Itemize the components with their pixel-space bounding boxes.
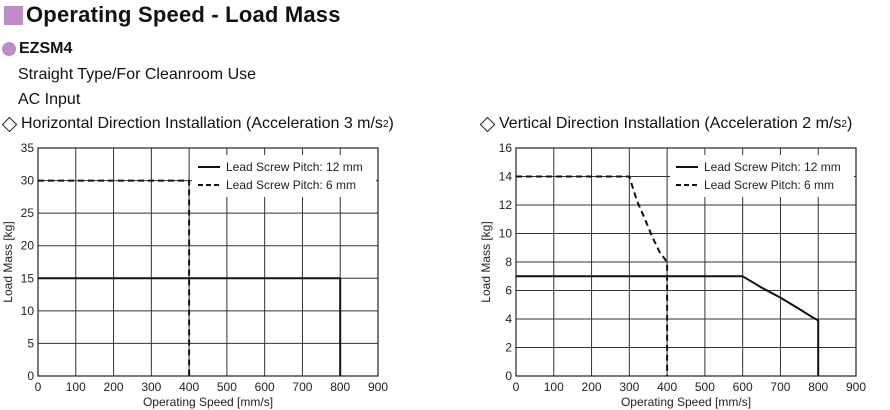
chart-title-text: Vertical Direction Installation (Acceler… bbox=[499, 115, 842, 132]
legend-box bbox=[670, 155, 854, 197]
y-tick-label: 20 bbox=[21, 239, 35, 253]
plot-frame bbox=[515, 147, 857, 377]
diamond-icon bbox=[479, 116, 496, 132]
chart-title-text: Horizontal Direction Installation (Accel… bbox=[21, 115, 383, 132]
page-title-row: Operating Speed - Load Mass bbox=[4, 2, 341, 28]
x-tick-label: 500 bbox=[217, 380, 237, 394]
x-tick-label: 700 bbox=[770, 380, 790, 394]
y-tick-label: 14 bbox=[499, 170, 513, 184]
chart-title-sup: 2 bbox=[841, 118, 847, 130]
page-title: Operating Speed - Load Mass bbox=[26, 2, 341, 27]
x-tick-label: 0 bbox=[35, 380, 42, 394]
diamond-icon bbox=[1, 116, 18, 132]
x-tick-label: 100 bbox=[544, 380, 564, 394]
y-tick-label: 10 bbox=[499, 227, 513, 241]
chart-title-end: ) bbox=[846, 115, 853, 132]
y-tick-label: 35 bbox=[21, 141, 35, 155]
legend-label: Lead Screw Pitch: 12 mm bbox=[704, 160, 841, 174]
y-tick-label: 5 bbox=[27, 336, 34, 350]
series-line bbox=[38, 179, 191, 376]
y-tick-label: 6 bbox=[505, 284, 512, 298]
y-tick-label: 25 bbox=[21, 206, 35, 220]
legend-label: Lead Screw Pitch: 12 mm bbox=[226, 160, 363, 174]
x-axis-label: Operating Speed [mm/s] bbox=[143, 395, 273, 409]
y-tick-label: 0 bbox=[27, 369, 34, 383]
plot-frame bbox=[37, 147, 379, 377]
model-name: EZSM4 bbox=[19, 40, 73, 57]
y-tick-label: 12 bbox=[499, 198, 513, 212]
x-tick-label: 200 bbox=[582, 380, 602, 394]
model-row: EZSM4 bbox=[2, 40, 72, 58]
x-tick-label: 300 bbox=[141, 380, 161, 394]
series-line bbox=[516, 175, 669, 376]
series-line bbox=[38, 277, 342, 376]
x-tick-label: 500 bbox=[695, 380, 715, 394]
y-tick-label: 16 bbox=[499, 141, 513, 155]
chart-title-end: ) bbox=[388, 115, 394, 132]
subtitle-input: AC Input bbox=[18, 91, 81, 108]
x-tick-label: 900 bbox=[368, 380, 388, 394]
x-tick-label: 700 bbox=[292, 380, 312, 394]
x-tick-label: 600 bbox=[255, 380, 275, 394]
vertical-load-chart: 0 100 200 300 400 500 600 700 800 900 0 2 4 6 8 10 12 14 1… bbox=[479, 141, 866, 409]
y-tick-label: 0 bbox=[505, 369, 512, 383]
y-axis-label: Load Mass [kg] bbox=[1, 221, 15, 302]
legend-label: Lead Screw Pitch: 6 mm bbox=[704, 178, 834, 192]
x-tick-label: 400 bbox=[657, 380, 677, 394]
x-tick-label: 400 bbox=[179, 380, 199, 394]
x-tick-label: 800 bbox=[330, 380, 350, 394]
y-tick-label: 30 bbox=[21, 174, 35, 188]
subtitle-type: Straight Type/For Cleanroom Use bbox=[18, 66, 257, 83]
x-tick-label: 200 bbox=[104, 380, 124, 394]
x-axis-label: Operating Speed [mm/s] bbox=[621, 395, 751, 409]
y-axis-label: Load Mass [kg] bbox=[479, 221, 493, 302]
title-square-icon bbox=[4, 5, 23, 25]
x-tick-label: 100 bbox=[66, 380, 86, 394]
series-line bbox=[516, 275, 820, 376]
x-tick-label: 600 bbox=[733, 380, 753, 394]
chart-title-sup: 2 bbox=[382, 118, 389, 130]
legend-label: Lead Screw Pitch: 6 mm bbox=[226, 178, 356, 192]
horizontal-load-chart: 0 100 200 300 400 500 600 700 800 900 0 5 10 15 20 25 30… bbox=[1, 141, 388, 409]
x-tick-label: 0 bbox=[513, 380, 520, 394]
x-tick-label: 300 bbox=[619, 380, 639, 394]
y-tick-label: 2 bbox=[505, 341, 512, 355]
y-tick-label: 15 bbox=[21, 271, 35, 285]
legend-box bbox=[192, 155, 376, 197]
y-tick-label: 8 bbox=[505, 255, 512, 269]
chart-title-horizontal: Horizontal Direction Installation (Accel… bbox=[0, 115, 394, 133]
x-tick-label: 900 bbox=[846, 380, 866, 394]
chart-title-vertical: Vertical Direction Installation (Acceler… bbox=[478, 115, 852, 133]
bullet-dot-icon bbox=[2, 42, 16, 56]
y-tick-label: 10 bbox=[21, 304, 35, 318]
x-tick-label: 800 bbox=[808, 380, 828, 394]
y-tick-label: 4 bbox=[505, 312, 512, 326]
